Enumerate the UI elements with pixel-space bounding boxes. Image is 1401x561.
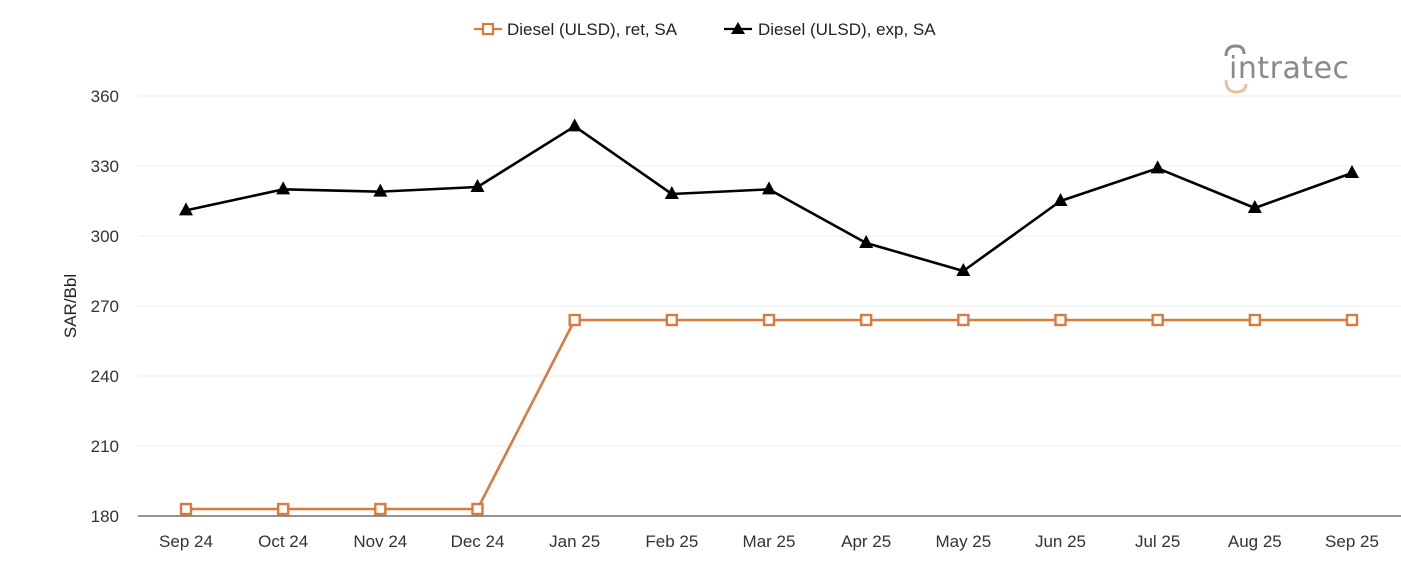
y-axis-label: SAR/Bbl [61, 274, 80, 338]
y-tick-label: 180 [91, 507, 119, 526]
square-marker-icon[interactable] [665, 313, 679, 327]
square-marker-icon[interactable] [179, 502, 193, 516]
x-tick-label: Sep 24 [159, 532, 213, 551]
square-marker-icon[interactable] [957, 313, 970, 327]
x-tick-label: Aug 25 [1228, 532, 1282, 551]
legend-item-retail[interactable]: Diesel (ULSD), ret, SA [474, 20, 678, 39]
x-tick-label: Dec 24 [451, 532, 505, 551]
legend-label: Diesel (ULSD), ret, SA [507, 20, 678, 39]
triangle-marker-icon[interactable] [179, 202, 193, 216]
x-tick-label: Nov 24 [353, 532, 407, 551]
x-tick-label: Jan 25 [549, 532, 600, 551]
intratec-logo: intratec [1224, 44, 1350, 94]
square-marker-icon[interactable] [1151, 313, 1164, 327]
logo-text: intratec [1229, 51, 1350, 86]
series-line [185, 125, 1353, 273]
y-tick-label: 270 [91, 297, 119, 316]
triangle-marker-icon[interactable] [1150, 160, 1165, 174]
logo-arc-top-icon [1224, 44, 1246, 57]
x-axis-ticks: Sep 24 Oct 24 Nov 24 Dec 24 Jan 25 Feb 25 Mar … [159, 532, 1379, 551]
series-line [186, 318, 1352, 511]
x-tick-label: Apr 25 [841, 532, 891, 551]
x-tick-label: May 25 [935, 532, 991, 551]
triangle-marker-icon[interactable] [567, 118, 582, 132]
series-lines [179, 118, 1359, 516]
y-axis-ticks: 180 210 240 270 300 330 360 [91, 87, 119, 526]
square-marker-icon[interactable] [568, 313, 581, 327]
x-tick-label: Sep 25 [1325, 532, 1379, 551]
square-marker-icon[interactable] [1345, 313, 1359, 327]
x-tick-label: Mar 25 [743, 532, 796, 551]
square-marker-icon[interactable] [1248, 313, 1262, 327]
square-marker-icon[interactable] [374, 502, 387, 516]
square-marker-icon[interactable] [1054, 313, 1067, 327]
square-marker-icon[interactable] [276, 502, 290, 516]
triangle-marker-icon[interactable] [1053, 193, 1068, 206]
triangle-marker-icon[interactable] [956, 263, 971, 276]
triangle-marker-icon[interactable] [373, 183, 388, 197]
triangle-marker-icon[interactable] [859, 235, 874, 248]
triangle-marker-icon[interactable] [664, 186, 679, 199]
legend-item-export[interactable]: Diesel (ULSD), exp, SA [724, 20, 936, 39]
legend-label: Diesel (ULSD), exp, SA [758, 20, 936, 39]
x-tick-label: Jul 25 [1135, 532, 1180, 551]
y-tick-label: 210 [91, 437, 119, 456]
y-tick-label: 240 [91, 367, 119, 386]
square-marker-icon [481, 22, 495, 36]
legend: Diesel (ULSD), ret, SA Diesel (ULSD), ex… [474, 20, 936, 39]
x-tick-label: Oct 24 [258, 532, 308, 551]
y-tick-label: 300 [91, 227, 119, 246]
triangle-marker-icon[interactable] [470, 179, 485, 192]
square-marker-icon[interactable] [471, 502, 484, 516]
series-retail [179, 313, 1359, 516]
series-export [179, 118, 1359, 276]
triangle-marker-icon[interactable] [276, 181, 291, 195]
gridlines [138, 95, 1401, 447]
x-tick-label: Jun 25 [1035, 532, 1086, 551]
x-tick-label: Feb 25 [645, 532, 698, 551]
y-tick-label: 330 [91, 157, 119, 176]
triangle-marker-icon[interactable] [1345, 165, 1359, 178]
triangle-marker-icon [731, 22, 745, 34]
y-tick-label: 360 [91, 87, 119, 106]
square-marker-icon[interactable] [859, 313, 873, 327]
square-marker-icon[interactable] [762, 313, 776, 327]
triangle-marker-icon[interactable] [762, 181, 776, 195]
triangle-marker-icon[interactable] [1247, 200, 1262, 213]
logo-arc-bottom-icon [1224, 79, 1248, 94]
